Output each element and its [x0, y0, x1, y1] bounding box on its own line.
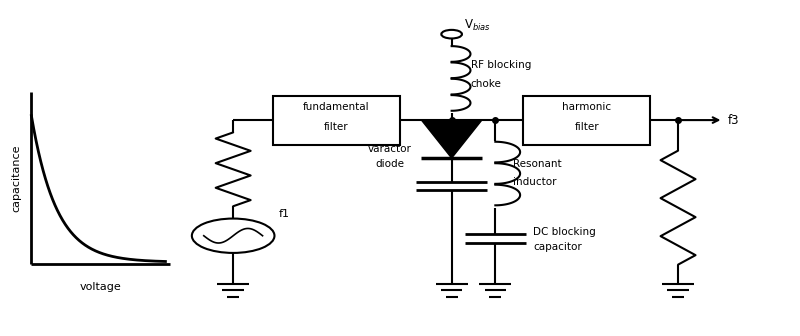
Text: inductor: inductor [513, 177, 556, 187]
Text: capacitance: capacitance [11, 144, 22, 212]
Text: choke: choke [470, 79, 502, 89]
Text: V$_{bias}$: V$_{bias}$ [464, 18, 491, 33]
Text: capacitor: capacitor [534, 242, 582, 252]
Text: diode: diode [375, 159, 404, 169]
Polygon shape [422, 120, 482, 158]
Text: harmonic: harmonic [562, 102, 611, 112]
Text: Resonant: Resonant [513, 159, 562, 169]
Text: fundamental: fundamental [303, 102, 370, 112]
Text: f3: f3 [727, 114, 739, 127]
Text: filter: filter [574, 122, 599, 132]
Text: DC blocking: DC blocking [534, 227, 596, 238]
Text: filter: filter [324, 122, 349, 132]
Bar [273, 96, 400, 144]
Text: f1: f1 [278, 209, 290, 219]
Text: RF blocking: RF blocking [470, 59, 531, 70]
Bar [523, 96, 650, 144]
Text: voltage: voltage [79, 282, 121, 292]
Text: varactor: varactor [368, 144, 412, 154]
